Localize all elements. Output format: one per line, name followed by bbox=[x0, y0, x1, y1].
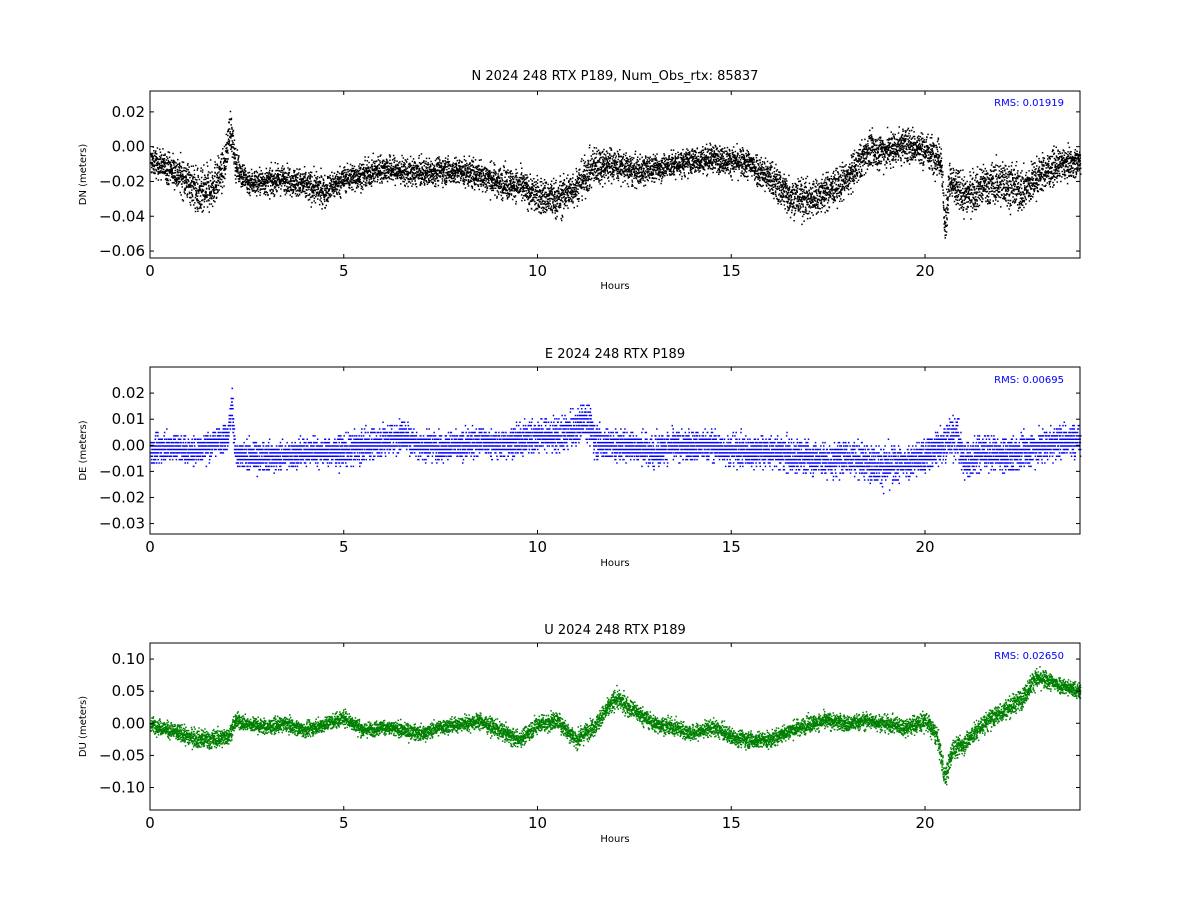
x-tick-label: 10 bbox=[528, 262, 547, 280]
x-axis-ticks: 0 5 10 15 20 bbox=[145, 643, 935, 832]
x-tick-label: 10 bbox=[528, 814, 547, 832]
y-tick-label: 0.02 bbox=[112, 384, 145, 402]
panel-east: E 2024 248 RTX P189 0 5 10 15 20 0.020.010.0… bbox=[78, 347, 1082, 569]
x-tick-label: 20 bbox=[915, 262, 934, 280]
rms-label: RMS: 0.01919 bbox=[994, 98, 1064, 109]
y-tick-label: 0.10 bbox=[112, 650, 145, 668]
y-axis-label: DN (meters) bbox=[78, 144, 89, 206]
panel-up: U 2024 248 RTX P189 0 5 10 15 20 0.10 0.05 0.0… bbox=[78, 623, 1082, 845]
x-tick-label: 20 bbox=[915, 814, 934, 832]
x-axis-label: Hours bbox=[600, 558, 629, 569]
x-tick-label: 10 bbox=[528, 538, 547, 556]
y-tick-label: −0.02 bbox=[99, 172, 145, 190]
x-tick-label: 0 bbox=[145, 814, 155, 832]
x-tick-label: 15 bbox=[722, 814, 741, 832]
x-tick-label: 0 bbox=[145, 262, 155, 280]
y-tick-label: 0.00 bbox=[112, 436, 145, 454]
panel-title: N 2024 248 RTX P189, Num_Obs_rtx: 85837 bbox=[472, 69, 759, 84]
x-tick-label: 5 bbox=[339, 538, 349, 556]
y-tick-label: −0.05 bbox=[99, 746, 145, 764]
panel-title: E 2024 248 RTX P189 bbox=[545, 347, 685, 362]
scatter-points bbox=[150, 666, 1082, 786]
x-axis-ticks: 0 5 10 15 20 bbox=[145, 367, 935, 556]
y-axis-label: DU (meters) bbox=[78, 696, 89, 757]
y-tick-label: −0.02 bbox=[99, 488, 145, 506]
data-points bbox=[150, 666, 1082, 786]
rms-label: RMS: 0.02650 bbox=[994, 651, 1064, 662]
panel-north: N 2024 248 RTX P189, Num_Obs_rtx: 85837 … bbox=[78, 69, 1082, 292]
data-points bbox=[150, 110, 1082, 239]
x-tick-label: 20 bbox=[915, 538, 934, 556]
y-axis-label: DE (meters) bbox=[78, 420, 89, 480]
plot-frame bbox=[149, 366, 1081, 535]
rms-label: RMS: 0.00695 bbox=[994, 375, 1064, 386]
panel-title: U 2024 248 RTX P189 bbox=[544, 623, 686, 638]
x-axis-label: Hours bbox=[600, 834, 629, 845]
y-tick-label: 0.01 bbox=[112, 410, 145, 428]
y-axis-ticks: 0.02 0.00 −0.02 −0.04 −0.06 bbox=[99, 103, 1080, 260]
y-axis-ticks: 0.10 0.05 0.00 −0.05 −0.10 bbox=[99, 650, 1080, 797]
scatter-points bbox=[150, 110, 1082, 239]
y-tick-label: 0.02 bbox=[112, 103, 145, 121]
y-tick-label: −0.04 bbox=[99, 207, 145, 225]
x-tick-label: 15 bbox=[722, 262, 741, 280]
y-tick-label: 0.00 bbox=[112, 714, 145, 732]
plot-frame bbox=[149, 90, 1081, 259]
y-tick-label: −0.06 bbox=[99, 242, 145, 260]
y-tick-label: 0.05 bbox=[112, 682, 145, 700]
y-axis-ticks: 0.02 0.01 0.00 −0.01 −0.02 −0.03 bbox=[99, 384, 1080, 533]
x-axis-label: Hours bbox=[600, 281, 629, 292]
y-tick-label: −0.01 bbox=[99, 462, 145, 480]
x-tick-label: 5 bbox=[339, 262, 349, 280]
y-tick-label: 0.00 bbox=[112, 138, 145, 156]
x-tick-label: 15 bbox=[722, 538, 741, 556]
y-tick-label: −0.03 bbox=[99, 515, 145, 533]
y-tick-label: −0.10 bbox=[99, 779, 145, 797]
x-tick-label: 5 bbox=[339, 814, 349, 832]
x-axis-ticks: 0 5 10 15 20 bbox=[145, 91, 935, 280]
plot-frame bbox=[149, 642, 1081, 811]
x-tick-label: 0 bbox=[145, 538, 155, 556]
